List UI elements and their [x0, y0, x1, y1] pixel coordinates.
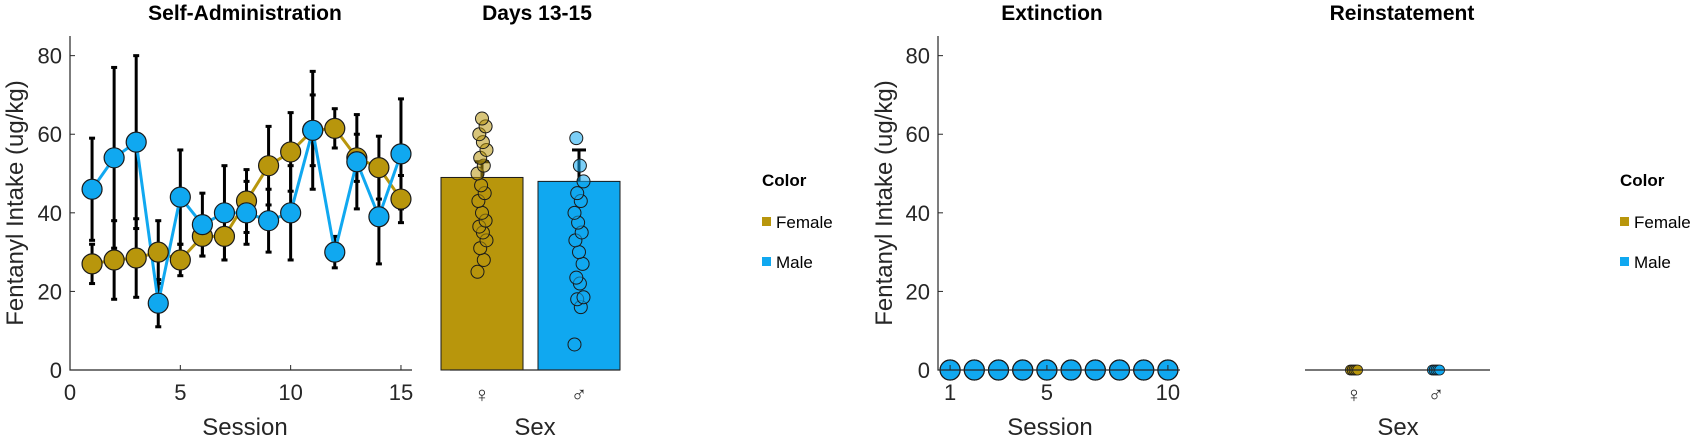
male-data-point	[390, 143, 412, 165]
x-axis-label: Session	[202, 414, 287, 441]
legend-title: Color	[1620, 171, 1665, 190]
legend-label: Female	[776, 213, 833, 232]
male-data-point	[324, 241, 346, 263]
x-tick-label: ♂	[571, 382, 588, 407]
male-data-point	[103, 147, 125, 169]
x-tick-label: ♂	[1428, 382, 1445, 407]
legend-label: Male	[1634, 253, 1671, 272]
x-tick-label: 10	[1156, 380, 1180, 405]
female-data-point	[324, 117, 346, 139]
male-data-point	[169, 186, 191, 208]
female-data-point	[213, 225, 236, 247]
male-data-point	[280, 202, 302, 224]
male-data-point	[81, 178, 103, 200]
individual-point	[570, 186, 585, 201]
tick-labels: 0 20 40 60 80 0 5 10 15	[38, 44, 414, 405]
x-axis-label: Session	[1007, 414, 1092, 441]
individual-point	[476, 252, 491, 267]
x-tick-label: 10	[278, 380, 302, 405]
individual-point	[470, 264, 485, 279]
panel-self-administration: Self-Administration 0 20 40 60 80 0 5 10 15 Sess…	[2, 2, 413, 441]
legend-label: Male	[776, 253, 813, 272]
legend-swatch	[1620, 257, 1629, 266]
x-tick-label: ♀	[1346, 382, 1363, 407]
female-data-point	[390, 188, 412, 210]
x-axis-label: Sex	[1377, 414, 1418, 441]
individual-point	[572, 245, 586, 260]
male-data-point	[213, 202, 236, 224]
y-tick-label: 20	[38, 279, 62, 304]
individual-point	[576, 174, 591, 189]
y-tick-label: 80	[906, 44, 930, 69]
chart-title: Extinction	[1001, 2, 1103, 25]
individual-point	[569, 270, 584, 285]
male-data-point	[235, 202, 258, 224]
chart-title: Self-Administration	[148, 2, 342, 25]
individual-point	[567, 205, 582, 220]
individual-point	[576, 290, 591, 305]
female-data-point	[368, 157, 390, 179]
y-tick-label: 60	[38, 122, 62, 147]
y-tick-label: 20	[906, 279, 930, 304]
tick-labels: 0 20 40 60 80 1 5 10	[906, 44, 1181, 405]
tick-labels: ♀ ♂	[1346, 382, 1445, 407]
chart-title: Reinstatement	[1330, 2, 1475, 25]
individual-point	[569, 131, 584, 146]
female-data-point	[147, 241, 169, 263]
y-tick-label: 60	[906, 122, 930, 147]
male-data-point	[147, 292, 169, 314]
x-tick-label: ♀	[474, 382, 491, 407]
female-data-point	[280, 141, 302, 163]
chart-title: Days 13-15	[482, 2, 592, 25]
female-data-point	[125, 247, 147, 269]
legend-label: Female	[1634, 213, 1691, 232]
panel-days-13-15: Days 13-15 ♀ ♂ Sex	[440, 2, 621, 441]
x-tick-label: 0	[64, 380, 76, 405]
legend: Color Female Male	[762, 171, 833, 272]
plot-area	[440, 111, 621, 371]
female-data-point	[103, 249, 125, 271]
x-axis-label: Sex	[514, 414, 555, 441]
y-axis-label: Fentanyl Intake (ug/kg)	[2, 80, 29, 325]
individual-point	[572, 158, 587, 173]
individual-point	[475, 205, 489, 220]
y-tick-label: 80	[38, 44, 62, 69]
y-tick-label: 0	[918, 358, 930, 383]
individual-point	[475, 111, 489, 126]
male-data-point	[368, 206, 390, 228]
male-data-point	[302, 119, 324, 141]
female-data-point	[81, 253, 103, 275]
y-tick-label: 0	[50, 358, 62, 383]
legend-title: Color	[762, 171, 807, 190]
x-tick-label: 5	[174, 380, 186, 405]
x-tick-label: 15	[389, 380, 413, 405]
individual-point	[567, 337, 582, 352]
male-data-point	[125, 131, 147, 153]
female-data-point	[169, 249, 191, 271]
male-data-point	[191, 214, 213, 236]
axes	[937, 36, 1180, 371]
female-data-point	[257, 155, 280, 177]
legend: Color Female Male	[1620, 171, 1691, 272]
x-tick-label: 5	[1041, 380, 1053, 405]
y-tick-label: 40	[906, 201, 930, 226]
male-data-point	[346, 151, 368, 173]
x-tick-label: 1	[944, 380, 956, 405]
individual-point	[575, 256, 590, 271]
legend-swatch	[762, 257, 771, 266]
legend-swatch	[762, 217, 771, 226]
tick-labels: ♀ ♂	[474, 382, 588, 407]
male-data-point	[257, 210, 280, 232]
y-tick-label: 40	[38, 201, 62, 226]
panel-extinction: Extinction 0 20 40 60 80 1 5 10 Session Fentany…	[871, 2, 1180, 441]
legend-swatch	[1620, 217, 1629, 226]
y-axis-label: Fentanyl Intake (ug/kg)	[871, 80, 898, 325]
plot-area	[81, 54, 412, 329]
panel-reinstatement: Reinstatement ♀ ♂ Sex	[1305, 2, 1490, 441]
individual-point	[474, 178, 489, 193]
